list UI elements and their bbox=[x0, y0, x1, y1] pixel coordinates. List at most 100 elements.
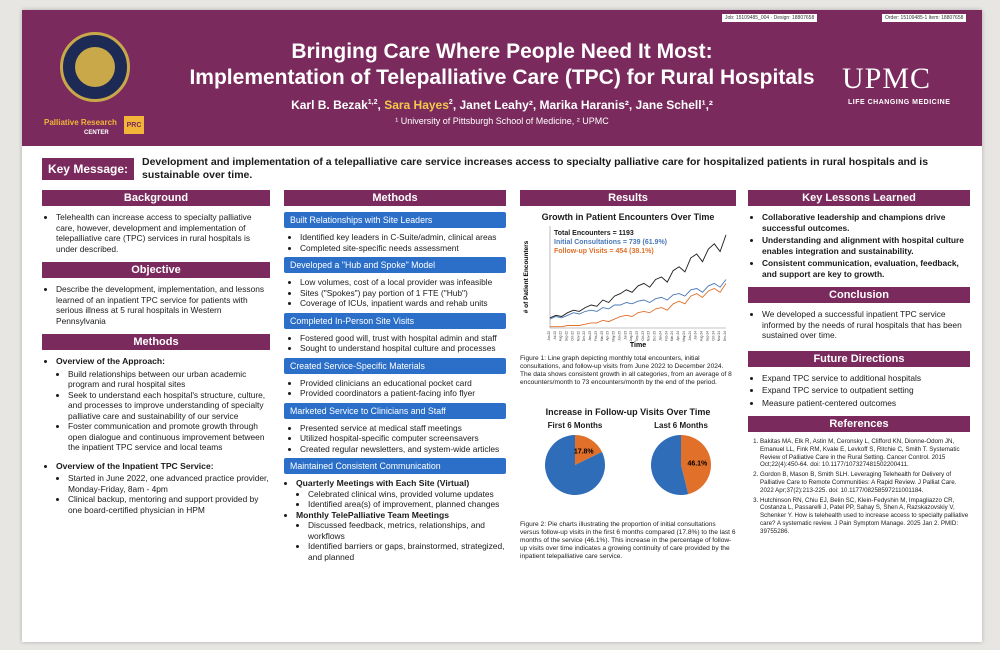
overview-items: Build relationships between our urban ac… bbox=[42, 369, 270, 453]
method-block-title: Marketed Service to Clinicians and Staff bbox=[284, 402, 506, 419]
x-tick-label: Jul-23 bbox=[623, 331, 627, 340]
future-list: Expand TPC service to additional hospita… bbox=[748, 373, 970, 409]
x-tick-label: Jul-24 bbox=[694, 331, 698, 340]
column-right: Key Lessons Learned Collaborative leader… bbox=[748, 190, 970, 538]
method-block-title: Completed In-Person Site Visits bbox=[284, 312, 506, 329]
list-item: Celebrated clinical wins, provided volum… bbox=[308, 489, 506, 500]
x-tick-label: Oct-23 bbox=[641, 331, 645, 341]
results-heading: Results bbox=[520, 190, 736, 206]
palliative-research-logo: Palliative Research CENTER bbox=[44, 118, 117, 136]
method-block-title: Developed a "Hub and Spoke" Model bbox=[284, 257, 506, 273]
series-line bbox=[549, 279, 727, 320]
list-item: Identified key leaders in C-Suite/admin,… bbox=[300, 232, 506, 243]
x-tick-label: Dec-22 bbox=[582, 331, 586, 342]
chart-annotation: Initial Consultations = 739 (61.9%) bbox=[554, 239, 667, 246]
pie-section-title: Increase in Follow-up Visits Over Time bbox=[545, 407, 711, 417]
reference-item: Hutchinson RN, Chiu EJ, Belin SC, Klein-… bbox=[760, 497, 970, 536]
conclusion-list: We developed a successful inpatient TPC … bbox=[748, 309, 970, 341]
method-block-items: Provided clinicians an educational pocke… bbox=[284, 378, 506, 399]
pie-area: First 6 Months 17.8% Last 6 Months 46.1% bbox=[520, 417, 736, 521]
x-tick-label: May-23 bbox=[612, 331, 616, 342]
author-pre-sup: 1,2 bbox=[367, 99, 378, 106]
author-highlight: Sara Hayes bbox=[384, 98, 449, 112]
method-block-title: Built Relationships with Site Leaders bbox=[284, 212, 506, 228]
x-tick-label: Oct-24 bbox=[711, 331, 715, 341]
service-list: Overview of the Inpatient TPC Service: bbox=[42, 461, 270, 472]
reference-item: Gordon B, Mason B, Smith SLH. Leveraging… bbox=[760, 471, 970, 494]
list-item: Clinical backup, mentoring and support p… bbox=[68, 494, 270, 515]
objective-list: Describe the development, implementation… bbox=[42, 284, 270, 326]
x-tick-label: Aug-23 bbox=[629, 331, 633, 342]
list-item: Utilized hospital-specific computer scre… bbox=[300, 433, 506, 444]
x-tick-label: Sep-24 bbox=[705, 331, 709, 342]
objective-heading: Objective bbox=[42, 262, 270, 278]
list-item: Presented service at medical staff meeti… bbox=[300, 423, 506, 434]
list-item: Build relationships between our urban ac… bbox=[68, 369, 270, 390]
column-results: Results Growth in Patient Encounters Ove… bbox=[520, 190, 736, 561]
method-block-items: Identified key leaders in C-Suite/admin,… bbox=[284, 232, 506, 253]
key-lessons-heading: Key Lessons Learned bbox=[748, 190, 970, 206]
chart-annotation: Follow-up Visits = 454 (38.1%) bbox=[554, 248, 654, 255]
quarterly-list: Quarterly Meetings with Each Site (Virtu… bbox=[284, 478, 506, 489]
pie-slice bbox=[545, 435, 605, 495]
author-pre: Karl B. Bezak bbox=[291, 98, 368, 112]
list-item: Identified barriers or gaps, brainstorme… bbox=[308, 541, 506, 562]
column-middle: Methods Built Relationships with Site Le… bbox=[284, 190, 506, 562]
x-tick-label: Jun-22 bbox=[547, 331, 551, 341]
pie-last-label: Last 6 Months bbox=[654, 421, 708, 430]
list-item: Started in June 2022, one advanced pract… bbox=[68, 473, 270, 494]
pie-first: First 6 Months 17.8% bbox=[540, 421, 610, 502]
palliative-sub: CENTER bbox=[84, 130, 109, 136]
pie-data-label: 46.1% bbox=[687, 460, 708, 467]
quarterly-label: Quarterly Meetings with Each Site (Virtu… bbox=[296, 478, 506, 489]
print-code-left: Job: 15109485_004 · Design: 18807658 bbox=[722, 14, 818, 22]
x-tick-label: Oct-22 bbox=[570, 331, 574, 341]
x-tick-label: Jan-24 bbox=[658, 331, 662, 341]
method-block-items: Fostered good will, trust with hospital … bbox=[284, 333, 506, 354]
pie-slice bbox=[651, 435, 689, 495]
list-item: Identified area(s) of improvement, plann… bbox=[308, 499, 506, 510]
x-axis-label: Time bbox=[630, 342, 646, 349]
x-tick-label: Nov-22 bbox=[576, 331, 580, 342]
pie-slice bbox=[681, 435, 711, 495]
series-line bbox=[550, 283, 727, 328]
figure1-caption: Figure 1: Line graph depicting monthly t… bbox=[520, 355, 732, 386]
list-item: Completed site-specific needs assessment bbox=[300, 243, 506, 254]
x-tick-label: Jul-22 bbox=[553, 331, 557, 340]
list-item: Provided clinicians an educational pocke… bbox=[300, 378, 506, 389]
x-tick-label: Mar-24 bbox=[670, 331, 674, 341]
list-item: Measure patient-centered outcomes bbox=[762, 398, 970, 409]
pie-last: Last 6 Months 46.1% bbox=[646, 421, 716, 502]
line-chart: Jun-22 Jul-22 Aug-22 Sep-22 Oct-22 Nov-22 Dec-… bbox=[523, 226, 727, 349]
x-tick-label: Apr-23 bbox=[606, 331, 610, 341]
line-chart-title: Growth in Patient Encounters Over Time bbox=[541, 212, 715, 222]
methods-mid-heading: Methods bbox=[284, 190, 506, 206]
column-left: Background Telehealth can increase acces… bbox=[42, 190, 270, 515]
monthly-list: Monthly TelePalliative Team Meetings bbox=[284, 510, 506, 521]
poster-title-line1: Bringing Care Where People Need It Most: bbox=[291, 40, 713, 63]
affiliation: ¹ University of Pittsburgh School of Med… bbox=[395, 116, 609, 126]
monthly-label: Monthly TelePalliative Team Meetings bbox=[296, 510, 506, 521]
x-tick-label: Feb-24 bbox=[664, 331, 668, 341]
background-list: Telehealth can increase access to specia… bbox=[42, 212, 270, 254]
x-tick-label: Dec-23 bbox=[653, 331, 657, 342]
list-item: Sought to understand hospital culture an… bbox=[300, 343, 506, 354]
authors: Karl B. Bezak1,2, Sara Hayes2, Janet Lea… bbox=[291, 98, 713, 112]
service-label: Overview of the Inpatient TPC Service: bbox=[56, 461, 270, 472]
list-item: Foster communication and promote growth … bbox=[68, 421, 270, 453]
methods-heading: Methods bbox=[42, 334, 270, 350]
y-axis-label: # of Patient Encounters bbox=[523, 240, 530, 313]
method-block-items: Low volumes, cost of a local provider wa… bbox=[284, 277, 506, 309]
poster: Palliative Research CENTER PRC Bringing C… bbox=[22, 10, 982, 642]
x-tick-label: Feb-23 bbox=[594, 331, 598, 341]
x-tick-label: Nov-23 bbox=[647, 331, 651, 342]
x-tick-label: Jun-24 bbox=[688, 331, 692, 341]
key-message-text: Development and implementation of a tele… bbox=[142, 156, 929, 181]
list-item: Expand TPC service to outpatient setting bbox=[762, 385, 970, 396]
pie-first-label: First 6 Months bbox=[547, 421, 603, 430]
list-item: Understanding and alignment with hospita… bbox=[762, 235, 970, 256]
university-seal-icon bbox=[60, 32, 130, 102]
list-item: Created regular newsletters, and system-… bbox=[300, 444, 506, 455]
x-tick-label: Mar-23 bbox=[600, 331, 604, 341]
key-message: Key Message: Development and implementat… bbox=[42, 156, 972, 182]
